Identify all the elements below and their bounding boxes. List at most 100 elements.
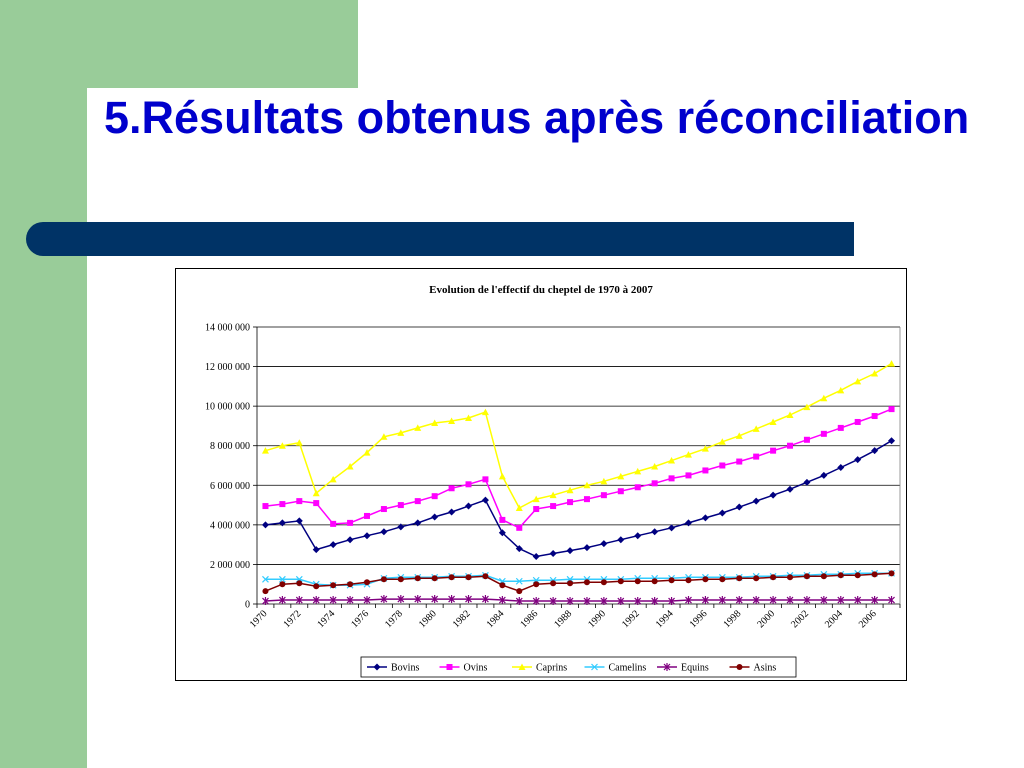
data-point-bovins	[634, 532, 642, 540]
data-point-caprins	[820, 394, 828, 402]
data-point-asins	[651, 578, 658, 585]
line-chart: Evolution de l'effectif du cheptel de 19…	[205, 284, 901, 678]
legend-item-caprins: Caprins	[512, 663, 567, 674]
data-point-bovins	[803, 478, 811, 486]
data-point-asins	[685, 577, 692, 584]
x-tick-label: 1998	[721, 608, 743, 630]
chart-title: Evolution de l'effectif du cheptel de 19…	[429, 284, 653, 296]
data-point-asins	[871, 571, 878, 578]
data-point-ovins	[465, 481, 472, 488]
data-point-caprins	[397, 429, 405, 436]
data-point-caprins	[684, 451, 692, 458]
data-point-caprins	[363, 449, 371, 456]
data-point-bovins	[786, 485, 794, 493]
series-camelins	[262, 569, 895, 589]
data-point-equins	[262, 597, 269, 606]
data-point-caprins	[312, 489, 320, 497]
x-tick-label: 1980	[417, 608, 439, 630]
series-ovins	[262, 406, 895, 531]
series-equins	[262, 595, 895, 606]
data-point-equins	[295, 596, 303, 605]
data-point-caprins	[549, 491, 557, 499]
x-tick-label: 2006	[857, 608, 879, 630]
data-point-asins	[363, 579, 370, 586]
data-point-asins	[550, 580, 557, 587]
data-point-bovins	[566, 547, 574, 555]
data-point-asins	[516, 588, 523, 595]
data-point-bovins	[668, 524, 676, 532]
data-point-ovins	[313, 500, 320, 507]
legend-item-ovins: Ovins	[439, 663, 488, 674]
data-point-caprins	[837, 386, 845, 394]
data-point-asins	[753, 575, 760, 582]
data-point-bovins	[651, 528, 659, 536]
data-point-equins	[820, 596, 828, 605]
data-point-asins	[448, 574, 455, 581]
data-point-asins	[837, 572, 844, 579]
data-point-caprins	[295, 439, 303, 446]
y-tick-label: 6 000 000	[210, 481, 250, 492]
data-point-bovins	[414, 519, 422, 527]
data-point-equins	[871, 596, 879, 605]
x-tick-label: 1976	[349, 608, 371, 630]
x-tick-label: 1972	[282, 608, 304, 630]
data-point-caprins	[769, 418, 777, 425]
data-point-bovins	[278, 519, 286, 527]
data-point-equins	[498, 596, 506, 605]
data-point-caprins	[566, 486, 574, 494]
data-point-bovins	[701, 514, 709, 522]
data-point-ovins	[634, 484, 641, 491]
data-point-equins	[735, 596, 743, 605]
data-point-bovins	[261, 521, 269, 529]
series-line-caprins	[265, 362, 892, 510]
data-point-bovins	[583, 544, 591, 552]
data-point-ovins	[397, 502, 404, 509]
data-point-ovins	[753, 453, 760, 460]
legend-item-asins: Asins	[729, 663, 777, 674]
data-point-ovins	[787, 442, 794, 449]
x-tick-label: 1990	[586, 608, 608, 630]
data-point-bovins	[752, 497, 760, 505]
data-point-caprins	[735, 432, 743, 439]
sidebar-green-band	[0, 0, 87, 768]
data-point-equins	[329, 596, 337, 605]
series-line-bovins	[265, 440, 892, 558]
x-tick-label: 1986	[518, 608, 540, 630]
data-point-ovins	[854, 418, 861, 425]
data-point-equins	[888, 596, 895, 605]
data-point-caprins	[414, 424, 422, 431]
data-point-caprins	[261, 447, 269, 454]
data-point-caprins	[634, 467, 642, 475]
data-point-asins	[313, 583, 320, 590]
y-tick-label: 12 000 000	[205, 362, 250, 373]
data-point-caprins	[481, 408, 489, 416]
title-underline-bar	[26, 222, 854, 256]
data-point-caprins	[329, 475, 337, 483]
data-point-equins	[278, 596, 286, 605]
data-point-bovins	[549, 550, 557, 558]
data-point-bovins	[718, 509, 726, 517]
data-point-asins	[330, 582, 337, 589]
data-point-asins	[296, 580, 303, 587]
data-point-equins	[431, 595, 439, 604]
data-point-caprins	[278, 442, 286, 449]
top-green-block	[87, 0, 358, 88]
legend-box	[360, 656, 797, 678]
data-point-equins	[634, 597, 642, 606]
data-point-equins	[685, 596, 692, 605]
data-point-camelins	[278, 575, 286, 583]
data-point-caprins	[803, 403, 811, 411]
data-point-caprins	[668, 457, 676, 464]
data-point-bovins	[498, 529, 506, 537]
x-tick-label: 2000	[755, 608, 777, 630]
legend-label-asins: Asins	[754, 663, 777, 674]
data-point-bovins	[295, 517, 303, 525]
data-point-bovins	[820, 471, 828, 479]
legend-marker-caprins	[518, 663, 526, 670]
data-point-caprins	[448, 417, 456, 424]
series-asins	[262, 570, 895, 595]
data-point-caprins	[786, 411, 794, 419]
data-point-equins	[549, 597, 557, 606]
data-point-ovins	[533, 506, 540, 513]
data-point-ovins	[262, 503, 269, 510]
